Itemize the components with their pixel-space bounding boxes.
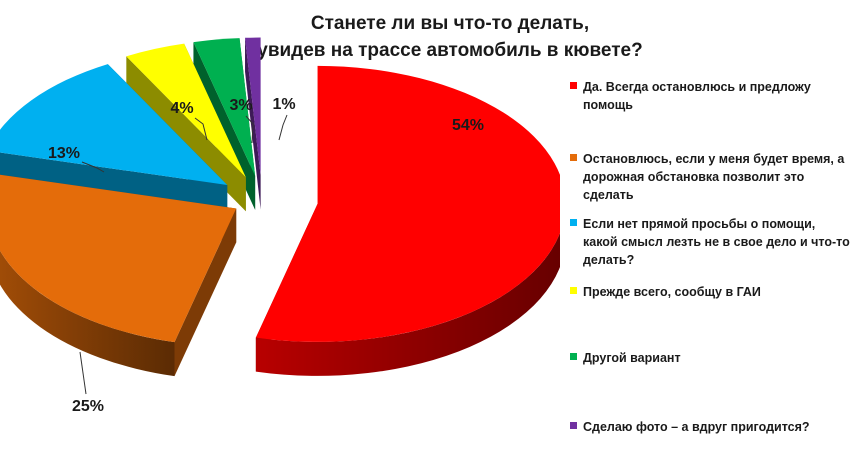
- leader-line-3: [81, 161, 105, 173]
- legend-label: Прежде всего, сообщу в ГАИ: [583, 285, 761, 299]
- pct-label-6: 1%: [272, 96, 295, 113]
- legend-label: Да. Всегда остановлюсь и предложу помощь: [583, 80, 811, 112]
- legend-label: Другой вариант: [583, 351, 681, 365]
- pie-slice-2: [0, 174, 237, 377]
- legend-label: Если нет прямой просьбы о помощи, какой …: [583, 217, 850, 267]
- slice-top-face: [255, 65, 560, 342]
- slice-side-wall: [126, 56, 246, 212]
- pct-label-3: 13%: [48, 145, 80, 162]
- chart-title-line-1: Станете ли вы что-то делать,: [310, 13, 590, 34]
- legend: Да. Всегда остановлюсь и предложу помощь…: [570, 78, 855, 448]
- slice-top-face: [0, 64, 228, 185]
- leader-line-2: [79, 351, 87, 395]
- legend-swatch: [570, 353, 577, 360]
- pct-label-1: 54%: [452, 117, 484, 134]
- legend-swatch: [570, 154, 577, 161]
- chart-title-line-2: увидев на трассе автомобиль в кювете?: [257, 40, 643, 61]
- slice-top-face: [0, 174, 237, 343]
- slice-top-face: [193, 38, 256, 176]
- legend-swatch: [570, 82, 577, 89]
- legend-swatch: [570, 287, 577, 294]
- leader-line-5: [245, 115, 254, 144]
- leader-line-6: [278, 114, 288, 141]
- legend-label: Сделаю фото – а вдруг пригодится?: [583, 420, 810, 434]
- pct-label-4: 4%: [170, 100, 193, 117]
- pie-slice-4: [126, 43, 246, 212]
- pie-slice-1: [255, 65, 560, 376]
- pie-chart: 54% 25% 13% 4% 3% 1%: [0, 37, 560, 415]
- legend-label: Остановлюсь, если у меня будет время, а …: [583, 152, 845, 202]
- chart-title: Станете ли вы что-то делать, увидев на т…: [150, 10, 750, 64]
- leader-line-4: [194, 117, 208, 141]
- slice-outer-wall: [0, 250, 175, 377]
- legend-swatch: [570, 219, 577, 226]
- slice-top-face: [126, 43, 246, 178]
- slice-outer-wall: [255, 232, 560, 376]
- slice-side-wall: [174, 208, 237, 377]
- legend-swatch: [570, 422, 577, 429]
- pct-label-5: 3%: [229, 97, 252, 114]
- pct-label-2: 25%: [72, 398, 104, 415]
- slice-top-face: [245, 37, 261, 176]
